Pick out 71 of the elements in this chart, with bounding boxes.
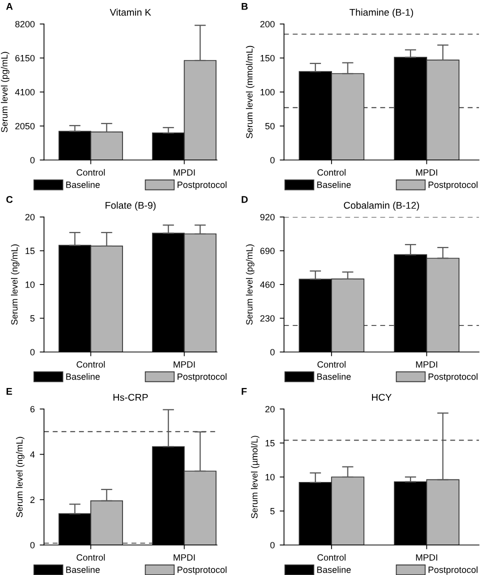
y-tick-label: 5 bbox=[30, 315, 35, 322]
y-tick-label: 15 bbox=[26, 248, 35, 254]
chart-title: Thiamine (B-1) bbox=[350, 8, 414, 18]
x-tick-label: Control bbox=[76, 361, 105, 368]
x-tick-label: Control bbox=[317, 554, 346, 561]
y-tick-label: 2050 bbox=[15, 122, 35, 130]
y-tick-label: 20 bbox=[265, 406, 275, 412]
chart-title: Cobalamin (B-12) bbox=[344, 202, 419, 211]
y-tick-label: 150 bbox=[260, 54, 275, 62]
x-tick-label: Control bbox=[76, 554, 105, 561]
y-axis-title: Serum level (mmol/mL) bbox=[246, 46, 254, 138]
text: Baseline bbox=[317, 181, 351, 188]
legend-label: Postprotocol bbox=[178, 181, 226, 190]
y-tick-label: 460 bbox=[260, 281, 275, 288]
y-tick-label: 920 bbox=[260, 214, 275, 220]
x-tick-label: MPDI bbox=[174, 361, 195, 368]
y-tick-label: 4 bbox=[30, 451, 35, 458]
x-tick-label: MPDI bbox=[416, 554, 438, 561]
y-tick-label: 0 bbox=[30, 348, 35, 356]
y-tick-label: 50 bbox=[265, 122, 275, 130]
text: C bbox=[6, 196, 13, 203]
x-tick-label: Control bbox=[317, 361, 346, 368]
chart-title: Vitamin K bbox=[110, 8, 152, 16]
chart-title: Folate (B-9) bbox=[106, 202, 156, 211]
chart-title: HCY bbox=[372, 394, 392, 401]
y-tick-label: 8200 bbox=[15, 20, 35, 28]
text: B bbox=[242, 3, 248, 10]
y-tick-label: 6150 bbox=[15, 54, 35, 62]
y-tick-label: 0 bbox=[270, 542, 275, 548]
legend-label: Postprotocol bbox=[428, 566, 478, 575]
y-tick-label: 5 bbox=[270, 508, 275, 514]
y-tick-label: 100 bbox=[260, 88, 275, 96]
text: E bbox=[6, 388, 12, 395]
legend-label: Baseline bbox=[66, 181, 100, 188]
y-tick-label: 0 bbox=[270, 156, 275, 164]
x-tick-label: MPDI bbox=[416, 169, 438, 176]
y-tick-label: 200 bbox=[260, 20, 275, 28]
x-tick-label: MPDI bbox=[416, 361, 438, 368]
legend-label: Baseline bbox=[66, 373, 100, 380]
text: F bbox=[242, 388, 247, 395]
y-axis-title: Serum level (ng/mL) bbox=[10, 244, 20, 325]
y-axis-title: Serum level (µmol/L) bbox=[250, 436, 260, 518]
x-tick-label: Control bbox=[317, 169, 346, 176]
y-tick-label: 0 bbox=[270, 348, 275, 356]
y-tick-label: 690 bbox=[260, 248, 275, 254]
y-tick-label: 0 bbox=[30, 156, 35, 164]
y-tick-label: 10 bbox=[266, 474, 275, 480]
x-tick-label: MPDI bbox=[174, 554, 195, 561]
legend-label: Postprotocol bbox=[178, 566, 226, 575]
y-axis-title: Serum level (pg/mL) bbox=[0, 52, 10, 132]
text: A bbox=[6, 3, 13, 10]
y-axis-title: Serum level (pg/mL) bbox=[246, 244, 254, 325]
y-tick-label: 2 bbox=[30, 496, 35, 503]
text: D bbox=[242, 196, 248, 203]
y-axis-title: Serum level (ng/mL) bbox=[16, 436, 24, 518]
legend-label: Postprotocol bbox=[428, 181, 478, 190]
y-tick-label: 0 bbox=[30, 542, 35, 548]
chart-title: Hs-CRP bbox=[113, 394, 148, 401]
x-tick-label: Control bbox=[76, 169, 105, 176]
y-tick-label: 6 bbox=[30, 406, 35, 412]
x-tick-label: MPDI bbox=[174, 169, 195, 176]
y-tick-label: 15 bbox=[266, 440, 275, 446]
text: Baseline bbox=[317, 566, 351, 573]
y-tick-label: 20 bbox=[25, 214, 35, 220]
text: Baseline bbox=[317, 373, 351, 380]
legend-label: Postprotocol bbox=[428, 373, 478, 382]
y-tick-label: 4100 bbox=[15, 88, 35, 96]
y-tick-label: 230 bbox=[260, 315, 275, 322]
legend-label: Baseline bbox=[66, 566, 100, 573]
y-tick-label: 10 bbox=[26, 281, 35, 288]
legend-label: Postprotocol bbox=[178, 373, 226, 382]
